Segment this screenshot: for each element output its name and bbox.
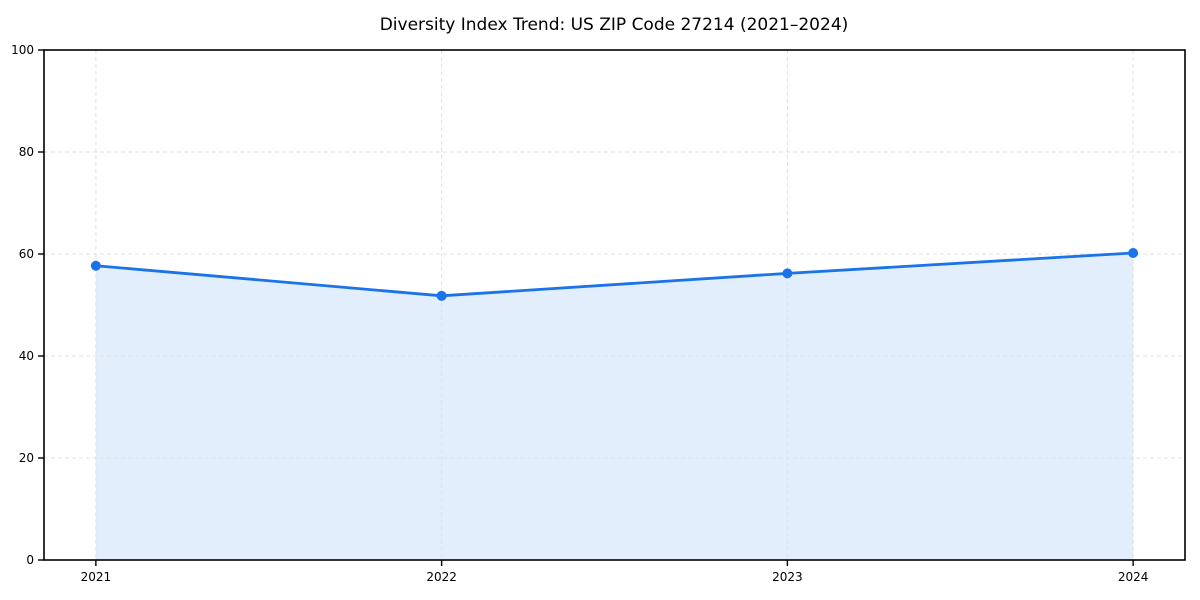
data-point-marker	[436, 290, 447, 301]
data-line	[94, 251, 1135, 298]
x-tick-label: 2021	[81, 570, 112, 584]
y-tick-label: 100	[11, 43, 34, 57]
x-tick-label: 2022	[426, 570, 457, 584]
axes-spines	[43, 49, 1186, 561]
y-tick-label: 20	[19, 451, 34, 465]
y-tick-label: 0	[26, 553, 34, 567]
data-point-marker	[90, 260, 101, 271]
x-tick-label: 2024	[1118, 570, 1149, 584]
plot-area: 0 20 40 60 80 100 2021 2022 2023 2024	[11, 43, 1186, 584]
y-tick-label: 40	[19, 349, 34, 363]
data-point-marker	[782, 268, 793, 279]
y-tick-label: 80	[19, 145, 34, 159]
x-tick-label: 2023	[772, 570, 803, 584]
data-point-marker	[1128, 247, 1139, 258]
area-fill	[95, 252, 1134, 561]
y-tick-label: 60	[19, 247, 34, 261]
chart-title: Diversity Index Trend: US ZIP Code 27214…	[380, 15, 849, 35]
